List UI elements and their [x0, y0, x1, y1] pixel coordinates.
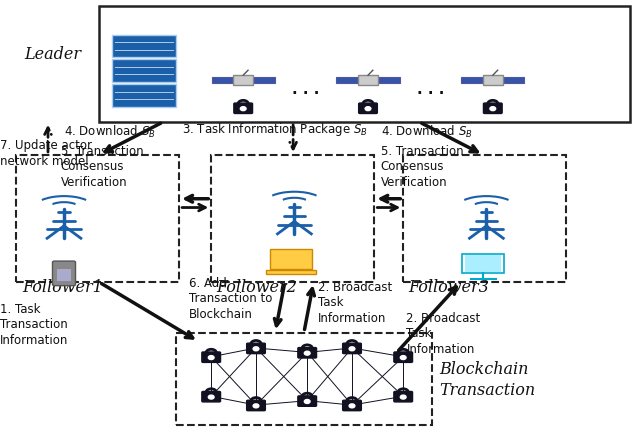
Text: Blockchain
Transaction: Blockchain Transaction — [439, 360, 535, 398]
Text: . . .: . . . — [417, 81, 444, 96]
Bar — [379, 78, 399, 84]
FancyBboxPatch shape — [246, 400, 266, 411]
FancyBboxPatch shape — [202, 352, 221, 363]
Text: Follower1: Follower1 — [22, 279, 103, 295]
FancyBboxPatch shape — [234, 104, 253, 114]
Bar — [234, 76, 253, 86]
Bar — [504, 78, 524, 84]
Text: 7. Update actor
network model: 7. Update actor network model — [0, 139, 92, 167]
FancyBboxPatch shape — [112, 35, 176, 58]
Circle shape — [490, 107, 496, 111]
Text: 4. Download $S_B$: 4. Download $S_B$ — [381, 124, 472, 139]
FancyBboxPatch shape — [246, 343, 266, 354]
Text: Follower3: Follower3 — [408, 279, 489, 295]
Bar — [211, 155, 374, 283]
Bar — [337, 78, 357, 84]
FancyBboxPatch shape — [394, 392, 413, 402]
Bar — [212, 78, 232, 84]
Text: 2. Broadcast
Task
Information: 2. Broadcast Task Information — [318, 280, 392, 324]
Text: Leader: Leader — [24, 46, 81, 63]
Bar — [176, 333, 432, 425]
Circle shape — [253, 404, 259, 408]
Text: 1. Task
Transaction
Information: 1. Task Transaction Information — [0, 302, 68, 346]
Text: 3. Task Information Package $S_B$: 3. Task Information Package $S_B$ — [182, 121, 368, 138]
Circle shape — [305, 399, 310, 403]
Bar — [358, 76, 378, 86]
Bar — [254, 78, 275, 84]
Circle shape — [365, 107, 371, 111]
Text: 2. Broadcast
Task
Information: 2. Broadcast Task Information — [406, 311, 481, 355]
Circle shape — [349, 404, 355, 408]
Bar — [465, 256, 502, 272]
Circle shape — [305, 351, 310, 355]
Circle shape — [209, 395, 214, 399]
Bar — [461, 78, 482, 84]
Circle shape — [401, 356, 406, 360]
FancyBboxPatch shape — [298, 396, 317, 406]
Bar — [483, 76, 502, 86]
FancyBboxPatch shape — [394, 352, 413, 363]
FancyBboxPatch shape — [52, 261, 76, 286]
FancyBboxPatch shape — [112, 60, 176, 83]
Circle shape — [253, 347, 259, 351]
Circle shape — [209, 356, 214, 360]
Text: 6. Add
Transaction to
Blockchain: 6. Add Transaction to Blockchain — [189, 276, 272, 320]
FancyBboxPatch shape — [298, 348, 317, 358]
Circle shape — [401, 395, 406, 399]
Bar — [16, 155, 179, 283]
FancyBboxPatch shape — [270, 250, 312, 269]
FancyBboxPatch shape — [112, 85, 176, 107]
Text: . . .: . . . — [292, 81, 319, 96]
FancyBboxPatch shape — [266, 270, 316, 274]
Bar — [58, 269, 71, 282]
FancyBboxPatch shape — [358, 104, 378, 114]
Text: Follower2: Follower2 — [216, 279, 297, 295]
Circle shape — [241, 107, 246, 111]
Bar — [99, 7, 630, 123]
Text: 4. Download $S_B$: 4. Download $S_B$ — [64, 124, 156, 139]
FancyBboxPatch shape — [342, 400, 362, 411]
Circle shape — [349, 347, 355, 351]
Text: 5. Transaction
Consensus
Verification: 5. Transaction Consensus Verification — [381, 145, 463, 188]
FancyBboxPatch shape — [483, 104, 502, 114]
Text: 5. Transaction
Consensus
Verification: 5. Transaction Consensus Verification — [61, 145, 143, 188]
Bar — [403, 155, 566, 283]
FancyBboxPatch shape — [202, 392, 221, 402]
FancyBboxPatch shape — [342, 343, 362, 354]
